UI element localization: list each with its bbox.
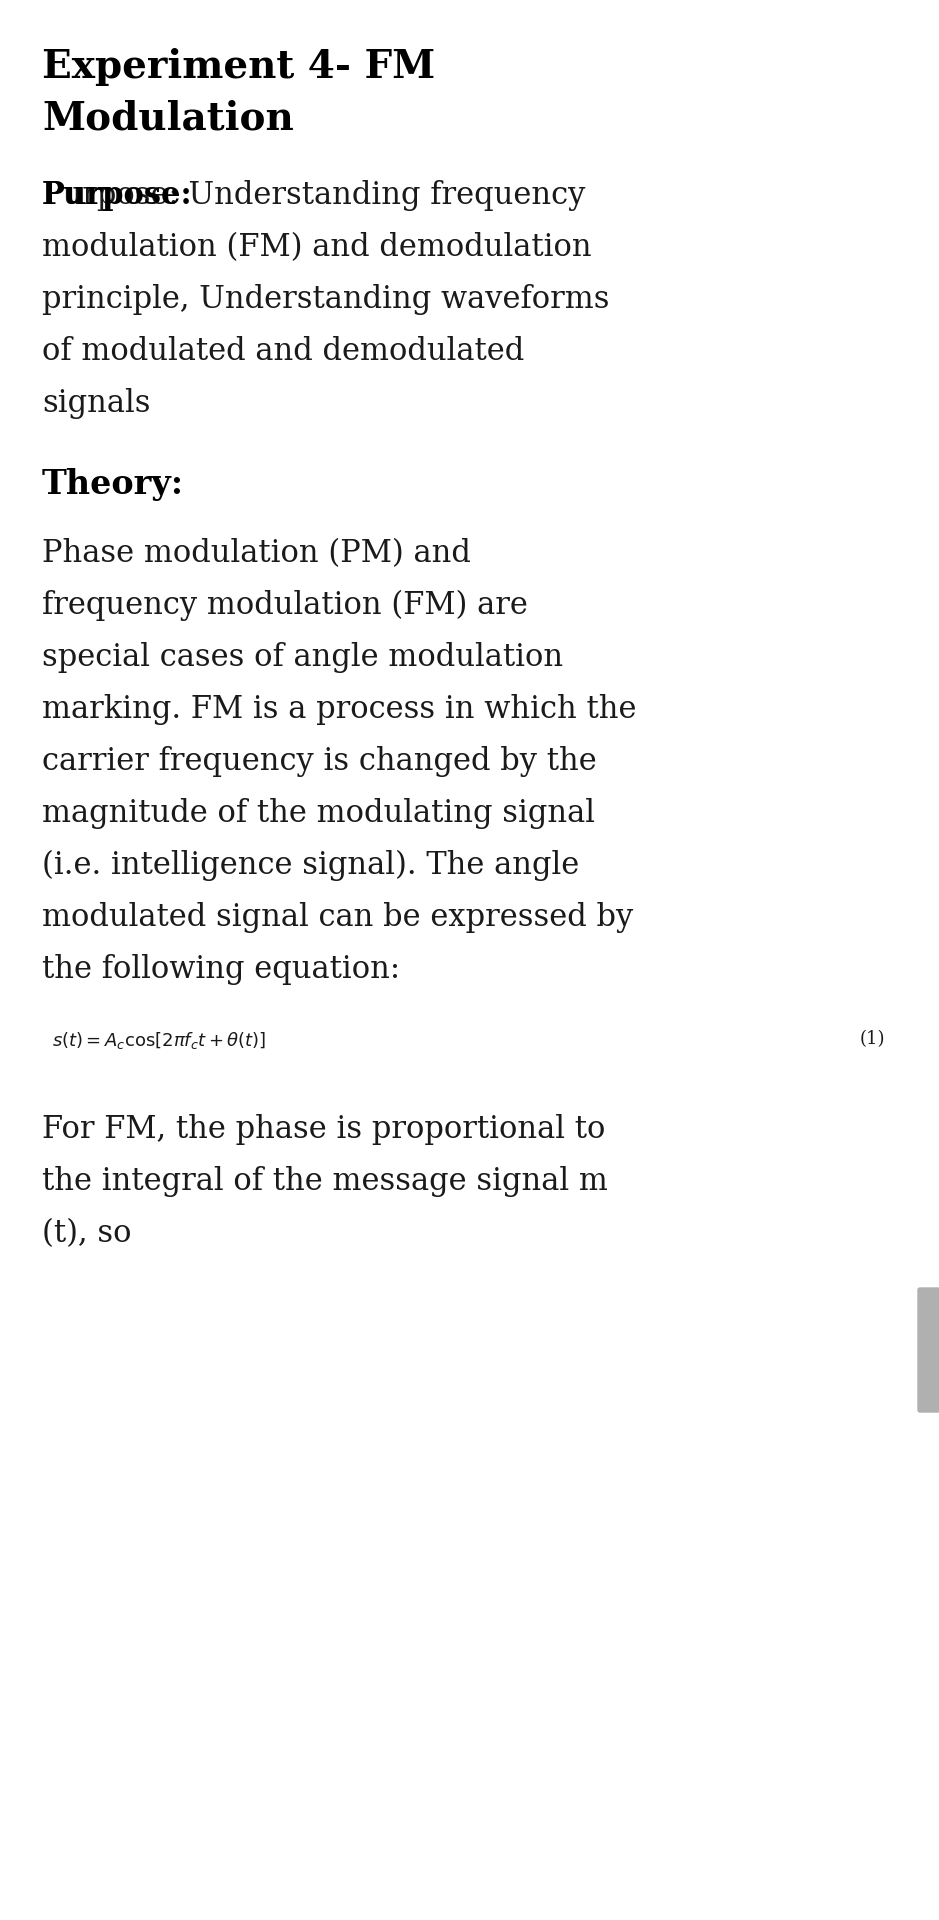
Text: Modulation: Modulation xyxy=(42,100,294,138)
Text: For FM, the phase is proportional to: For FM, the phase is proportional to xyxy=(42,1114,606,1144)
Text: frequency modulation (FM) are: frequency modulation (FM) are xyxy=(42,589,528,622)
Text: of modulated and demodulated: of modulated and demodulated xyxy=(42,336,524,367)
Text: the integral of the message signal m: the integral of the message signal m xyxy=(42,1165,608,1196)
Text: modulated signal can be expressed by: modulated signal can be expressed by xyxy=(42,902,633,933)
Text: Purpose:: Purpose: xyxy=(42,180,192,211)
Text: Experiment 4- FM: Experiment 4- FM xyxy=(42,48,436,86)
Text: the following equation:: the following equation: xyxy=(42,954,400,985)
FancyBboxPatch shape xyxy=(918,1288,939,1411)
Text: carrier frequency is changed by the: carrier frequency is changed by the xyxy=(42,747,597,778)
Text: Phase modulation (PM) and: Phase modulation (PM) and xyxy=(42,538,470,568)
Text: principle, Understanding waveforms: principle, Understanding waveforms xyxy=(42,284,609,315)
Text: (t), so: (t), so xyxy=(42,1217,131,1250)
Text: magnitude of the modulating signal: magnitude of the modulating signal xyxy=(42,799,595,829)
Text: marking. FM is a process in which the: marking. FM is a process in which the xyxy=(42,693,637,726)
Text: Theory:: Theory: xyxy=(42,468,184,501)
Text: Purpose: Understanding frequency: Purpose: Understanding frequency xyxy=(42,180,585,211)
Text: (i.e. intelligence signal). The angle: (i.e. intelligence signal). The angle xyxy=(42,851,579,881)
Text: special cases of angle modulation: special cases of angle modulation xyxy=(42,641,563,674)
Text: (1): (1) xyxy=(859,1029,885,1048)
Text: modulation (FM) and demodulation: modulation (FM) and demodulation xyxy=(42,232,592,263)
Text: signals: signals xyxy=(42,388,150,419)
Text: $s(t) = A_c \cos[2\pi f_c t + \theta(t)]$: $s(t) = A_c \cos[2\pi f_c t + \theta(t)]… xyxy=(52,1029,267,1050)
